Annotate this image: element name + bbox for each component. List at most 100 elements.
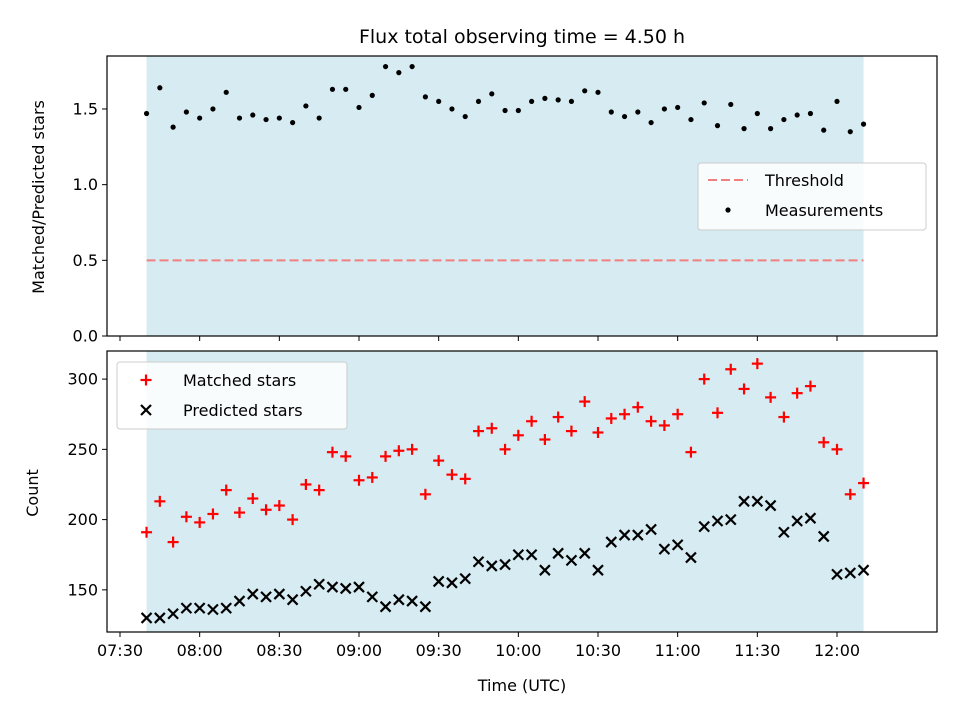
bottom-legend-box [116, 361, 348, 430]
measurement-point [396, 70, 402, 76]
predicted-star-point-b [711, 515, 724, 527]
measurement-point [343, 86, 349, 92]
bottom-y-tick-label: 250 [67, 440, 98, 459]
measurement-point [834, 98, 840, 105]
predicted-star-point-b [353, 581, 365, 593]
bottom-axes-frame [106, 350, 938, 633]
measurement-point [143, 110, 150, 117]
matched-star-point [844, 488, 856, 500]
measurement-point [157, 85, 163, 91]
predicted-star-point [220, 602, 233, 614]
predicted-star-point-b [233, 595, 246, 607]
predicted-star-point [552, 547, 564, 560]
measurement-point [635, 109, 641, 115]
predicted-star-point [632, 529, 644, 541]
matched-star-point [658, 419, 670, 431]
predicted-star-point [419, 600, 432, 613]
predicted-star-point [525, 548, 538, 561]
measurement-point [555, 97, 561, 103]
matched-star-point [433, 455, 445, 467]
measurement-point [475, 98, 482, 105]
bottom-legend: Matched stars Predicted stars [116, 361, 348, 430]
matched-star-point [645, 415, 657, 427]
matched-star-point [366, 471, 378, 483]
predicted-star-point-b [140, 612, 153, 624]
matched-star-point [778, 411, 790, 423]
bottom-y-axis-label: Count [23, 469, 42, 517]
predicted-star-point-b [605, 536, 618, 548]
predicted-star-point-b [273, 588, 286, 600]
legend-matched-swatch [140, 374, 152, 386]
top-legend: Threshold Measurements [697, 162, 927, 231]
predicted-star-point-b [632, 529, 644, 541]
predicted-star-point [326, 581, 339, 593]
predicted-star-point-b [685, 551, 697, 564]
matched-star-point [858, 477, 870, 489]
measurement-point [728, 101, 734, 108]
predicted-star-point-b [339, 582, 352, 595]
predicted-star-point-b [658, 543, 671, 555]
matched-star-point [154, 495, 166, 507]
matched-star-point [804, 380, 816, 392]
predicted-star-point [353, 581, 365, 593]
predicted-star-point [193, 602, 206, 614]
predicted-star-point-b [220, 602, 233, 614]
measurement-point [595, 89, 601, 95]
predicted-star-point-b [406, 595, 418, 607]
predicted-star-point [313, 578, 325, 591]
predicted-star-point-b [154, 612, 166, 624]
predicted-star-point [379, 600, 392, 613]
matched-star-point [473, 425, 484, 437]
measurement-point [382, 63, 389, 70]
x-tick-label: 09:00 [336, 641, 382, 660]
predicted-star-point-b [671, 539, 684, 551]
measurement-point [860, 121, 867, 127]
matched-star-point [725, 363, 737, 375]
bottom-y-tick-label: 150 [67, 580, 98, 599]
predicted-star-point-b [419, 600, 432, 613]
x-tick-label: 07:30 [97, 641, 143, 660]
measurement-point [688, 116, 694, 123]
matched-star-point [539, 434, 551, 446]
measurement-point [316, 115, 322, 121]
predicted-star-point [246, 588, 259, 600]
ratio-panel: 0.0 0.5 1.0 1.5 Threshold Measurements [73, 55, 938, 346]
predicted-star-point-b [300, 585, 312, 598]
matched-star-point [393, 445, 405, 457]
predicted-star-point [539, 564, 551, 576]
predicted-star-point-b [552, 547, 564, 560]
measurement-point [236, 115, 243, 121]
matched-star-point [180, 511, 192, 523]
predicted-star-point-b [326, 581, 339, 593]
predicted-star-point [499, 558, 511, 571]
matched-star-point [672, 408, 684, 420]
bottom-y-tick-label: 200 [67, 510, 98, 529]
measurement-point [701, 100, 707, 106]
predicted-star-point-b [393, 593, 405, 606]
predicted-star-point-b [366, 591, 379, 603]
measurement-point [648, 119, 654, 126]
top-y-tick-label: 0.5 [73, 251, 98, 270]
measurement-point [754, 110, 760, 117]
top-legend-box [697, 162, 927, 231]
measurement-point [263, 116, 269, 123]
predicted-star-point-b [857, 564, 870, 576]
predicted-star-point [260, 591, 272, 603]
predicted-star-point-b [499, 558, 511, 571]
measurement-point [608, 109, 614, 115]
predicted-star-point-b [260, 591, 272, 603]
x-axis-label: Time (UTC) [477, 676, 566, 695]
predicted-star-point-b [618, 529, 631, 541]
predicted-star-point [857, 564, 870, 576]
matched-star-point [141, 526, 153, 538]
measurement-point [821, 127, 827, 133]
measurement-point [250, 112, 256, 118]
predicted-star-point [339, 582, 352, 595]
predicted-star-point-b [724, 513, 737, 526]
predicted-star-point [804, 512, 817, 524]
matched-star-point [167, 536, 179, 548]
predicted-star-point [685, 551, 697, 564]
matched-star-point [287, 514, 299, 526]
top-y-tick-label: 0.0 [73, 327, 98, 346]
